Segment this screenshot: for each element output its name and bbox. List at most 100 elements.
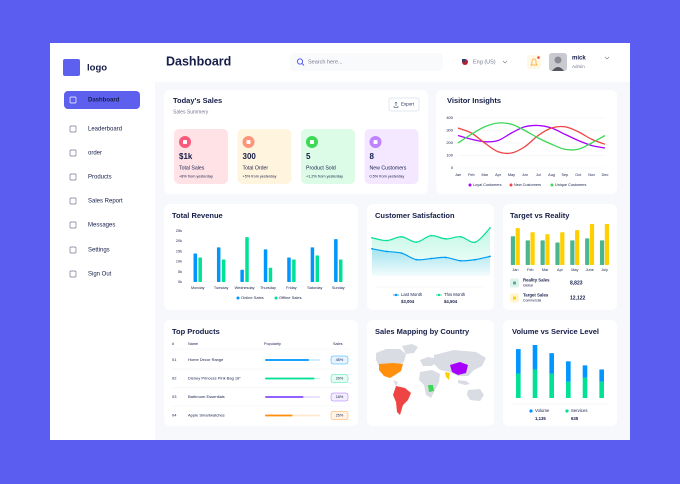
panel-title: Volume vs Service Level (512, 327, 599, 336)
menu-icon (69, 197, 77, 205)
panel (503, 320, 617, 426)
bar-segment (599, 369, 604, 382)
y-tick-label: 20k (176, 239, 182, 243)
language[interactable]: Eng (US) (473, 59, 496, 65)
popularity-bar (265, 359, 309, 361)
legend-label: This Month (444, 292, 466, 297)
card-value: 5 (306, 152, 311, 161)
logo-mark (63, 59, 80, 76)
continent (393, 380, 398, 386)
x-tick-label: Wednesday (235, 286, 255, 290)
legend-marker (394, 293, 398, 297)
bar (530, 232, 535, 265)
bar (198, 257, 202, 282)
x-tick-label: Friday (286, 286, 297, 290)
series-line (457, 125, 606, 155)
x-tick-label: Dec (602, 173, 609, 177)
bar (589, 224, 595, 265)
card-label: Total Sales (179, 165, 205, 171)
continent (419, 370, 440, 398)
legend-label: Last Month (401, 292, 423, 297)
menu-item[interactable]: Sales Report (88, 199, 123, 205)
x-tick-label: Tuesday (214, 286, 229, 290)
panel (164, 320, 358, 426)
bar (604, 224, 609, 265)
x-tick-label: July (601, 268, 608, 272)
chevron[interactable] (604, 56, 610, 60)
legend-total: 635 (571, 416, 579, 421)
point (371, 236, 373, 239)
product-name: Disney Princess Pink Bag 18" (188, 376, 241, 381)
avatar (554, 56, 562, 64)
card-label: Product Sold (306, 165, 336, 171)
card-label: New Customers (370, 165, 407, 171)
bar (240, 269, 244, 282)
legend-label: Volume (535, 408, 550, 413)
card-value: 8 (370, 152, 375, 161)
y-tick-label: 100 (446, 153, 453, 158)
y-tick-label: 5k (178, 270, 182, 274)
point (474, 241, 477, 244)
menu-icon (69, 149, 77, 157)
card-change: 0.5% from yesterday (370, 175, 405, 179)
search-icon (301, 63, 305, 66)
popularity-bar (265, 377, 315, 380)
flag (462, 59, 465, 62)
bar-segment (516, 349, 521, 374)
legend-icon-glyph (513, 296, 516, 300)
rank: 01 (172, 357, 177, 362)
product-name: Home Decor Range (188, 357, 224, 362)
legend-total: 8,823 (570, 280, 583, 286)
x-tick-label: Jun (522, 173, 528, 177)
bar (575, 230, 580, 265)
menu-icon (69, 221, 77, 229)
menu-item[interactable]: Messages (88, 223, 115, 229)
bar (216, 247, 221, 282)
menu-item[interactable]: Sign Out (88, 272, 112, 278)
bar (599, 240, 605, 265)
notification-button[interactable] (527, 55, 541, 69)
card-change: +5% from yesterday (243, 175, 277, 179)
bar (540, 240, 545, 265)
menu-item[interactable]: Leaderboard (88, 127, 122, 133)
y-tick-label: 25k (176, 229, 182, 233)
x-tick-label: Oct (575, 173, 582, 177)
card-icon-glyph (246, 140, 251, 144)
y-tick-label: 0 (451, 165, 454, 170)
country-brazil (393, 386, 411, 415)
bar (338, 259, 343, 282)
search-icon (296, 58, 304, 65)
point (415, 241, 418, 244)
menu-icon (69, 125, 77, 133)
bar (570, 240, 575, 265)
world-map (376, 344, 486, 415)
card-icon-glyph (310, 140, 314, 144)
x-tick-label: Feb (468, 173, 475, 177)
bar (515, 228, 520, 265)
point (400, 235, 403, 238)
panel (164, 204, 358, 310)
menu-item[interactable]: order (88, 151, 102, 157)
panel-title: Total Revenue (172, 211, 223, 220)
menu-icon (69, 96, 77, 104)
panel-title: Sales Mapping by Country (375, 327, 470, 336)
bar-segment (549, 373, 554, 398)
x-tick-label: Mar (481, 173, 488, 177)
panel-title: Target vs Reality (510, 211, 570, 220)
chevron (502, 60, 508, 64)
bar (510, 236, 516, 265)
menu-item[interactable]: Dashboard (88, 98, 120, 104)
legend-sublabel: Global (523, 284, 533, 288)
legend-marker (529, 409, 533, 413)
popularity-bar (265, 414, 293, 417)
sales-badge (330, 392, 349, 402)
menu-item[interactable]: Settings (88, 248, 110, 254)
bar-segment (582, 377, 588, 398)
search-box[interactable] (290, 53, 443, 71)
y-tick-label: 15k (176, 249, 182, 253)
column-header: # (172, 342, 175, 346)
menu-item[interactable]: Products (88, 175, 112, 181)
legend-label: Target Sales (523, 293, 549, 298)
avatar (552, 67, 564, 71)
legend-label: Offline Sales (279, 295, 302, 300)
